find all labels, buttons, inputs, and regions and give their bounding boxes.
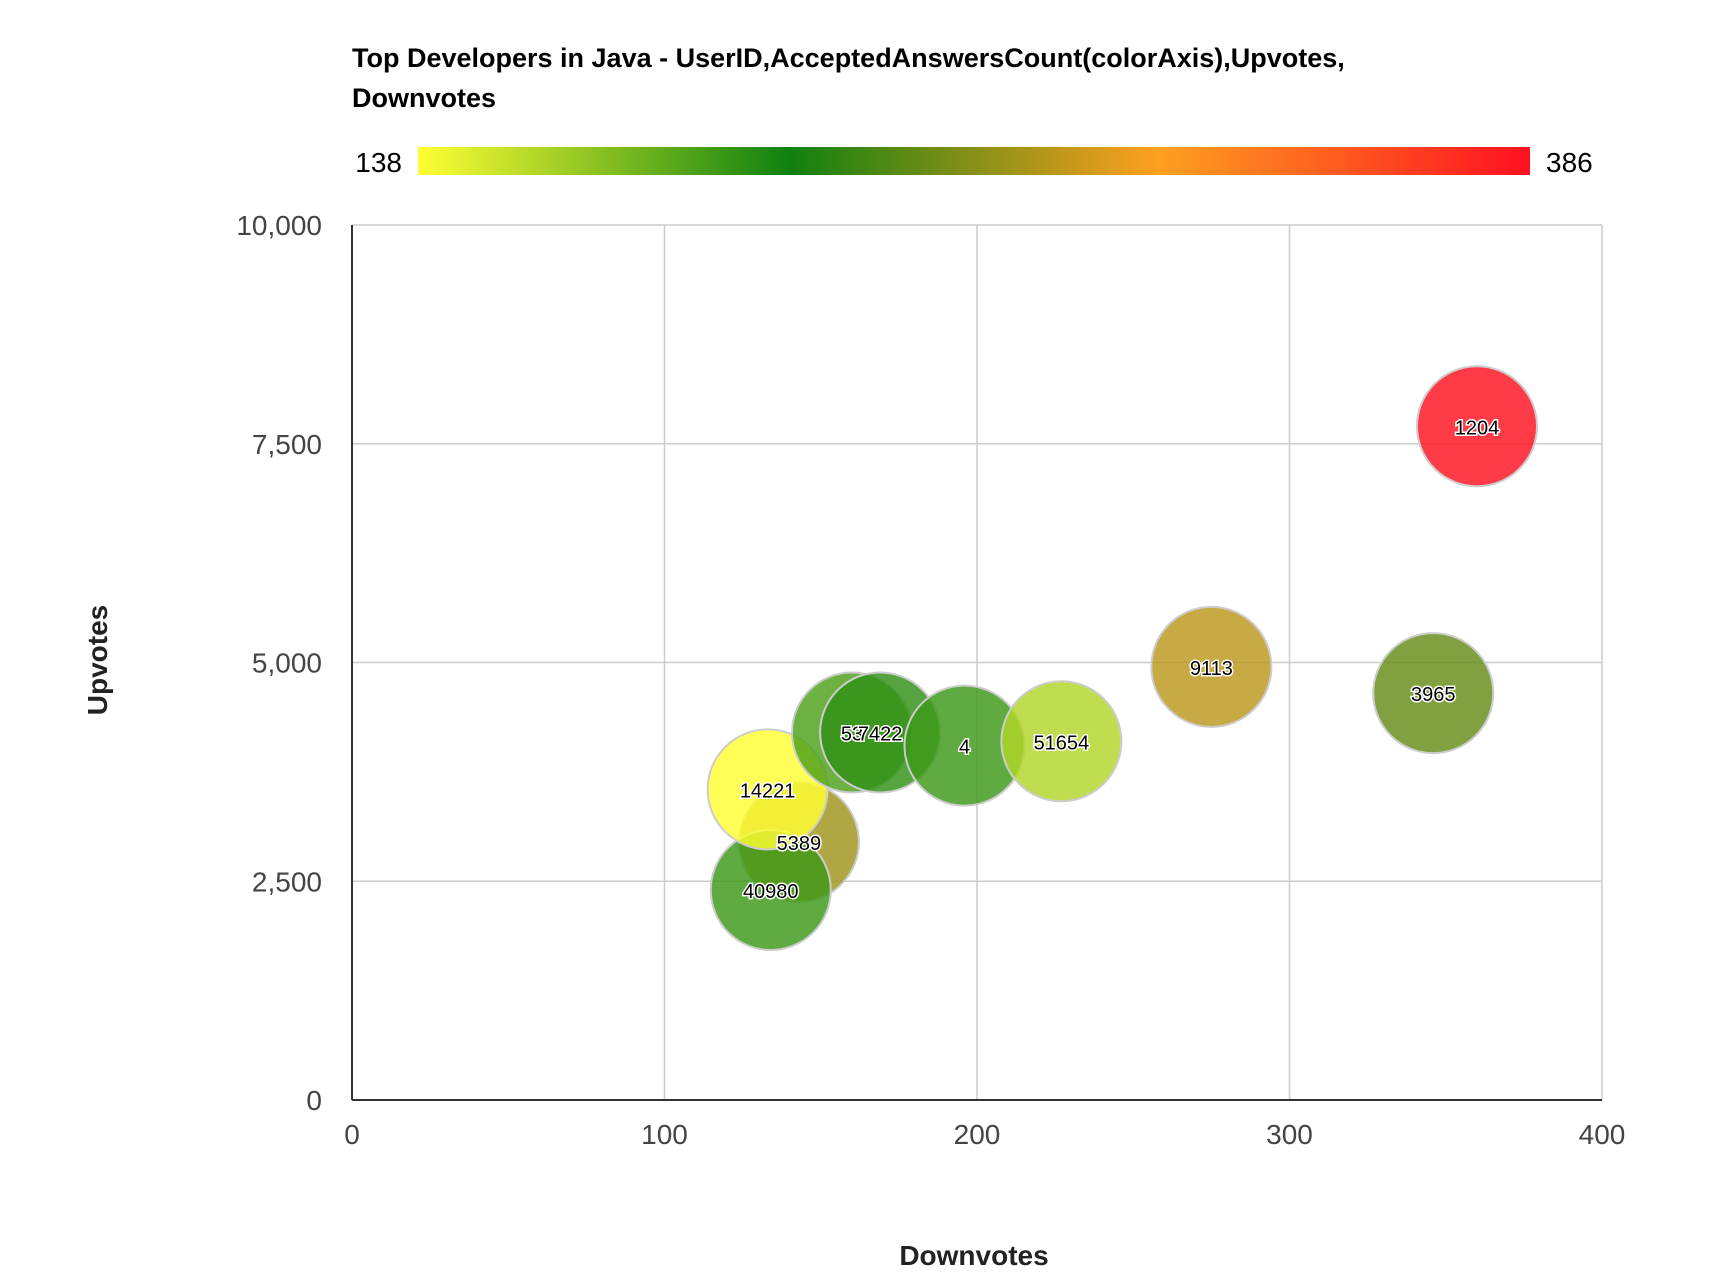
y-tick-label: 2,500: [252, 866, 322, 897]
x-tick-label: 400: [1579, 1119, 1626, 1150]
color-axis-min-label: 138: [355, 147, 402, 178]
bubble-label: 7422: [858, 724, 903, 746]
grid-lines: [352, 224, 1603, 1100]
x-tick-label: 200: [954, 1119, 1001, 1150]
chart-title-line2: Downvotes: [352, 83, 496, 113]
y-axis-label: Upvotes: [82, 605, 113, 715]
x-tick-label: 100: [641, 1119, 688, 1150]
bubble-label: 53: [841, 724, 863, 746]
bubble-51654[interactable]: [1000, 680, 1123, 803]
bubble-label: 40980: [743, 881, 799, 903]
y-tick-label: 10,000: [236, 210, 322, 241]
bubble-label: 51654: [1034, 732, 1090, 754]
bubbles: [706, 365, 1538, 951]
y-tick-label: 0: [306, 1085, 322, 1116]
x-axis-label: Downvotes: [899, 1240, 1048, 1271]
tick-labels: 0 100 200 300 400 0 2,500 5,000 7,500 10,000: [236, 210, 1625, 1150]
bubble-label: 1204: [1455, 417, 1500, 439]
axes: [351, 225, 1602, 1101]
bubble-9113[interactable]: [1150, 605, 1273, 728]
color-axis-bar: [418, 147, 1530, 175]
y-tick-label: 7,500: [252, 429, 322, 460]
bubble-1204[interactable]: [1416, 365, 1538, 488]
x-tick-label: 300: [1266, 1119, 1313, 1150]
y-tick-label: 5,000: [252, 648, 322, 679]
bubble-3965[interactable]: [1372, 632, 1495, 755]
bubble-label: 4: [959, 737, 970, 759]
bubble-label: 14221: [740, 780, 796, 802]
bubble-label: 9113: [1190, 658, 1233, 680]
bubble-label: 3965: [1411, 684, 1456, 706]
x-tick-label: 0: [344, 1119, 360, 1150]
bubble-label: 5389: [777, 833, 822, 855]
color-axis-max-label: 386: [1546, 147, 1593, 178]
chart-title: Top Developers in Java - UserID,Accepted…: [352, 43, 1345, 73]
